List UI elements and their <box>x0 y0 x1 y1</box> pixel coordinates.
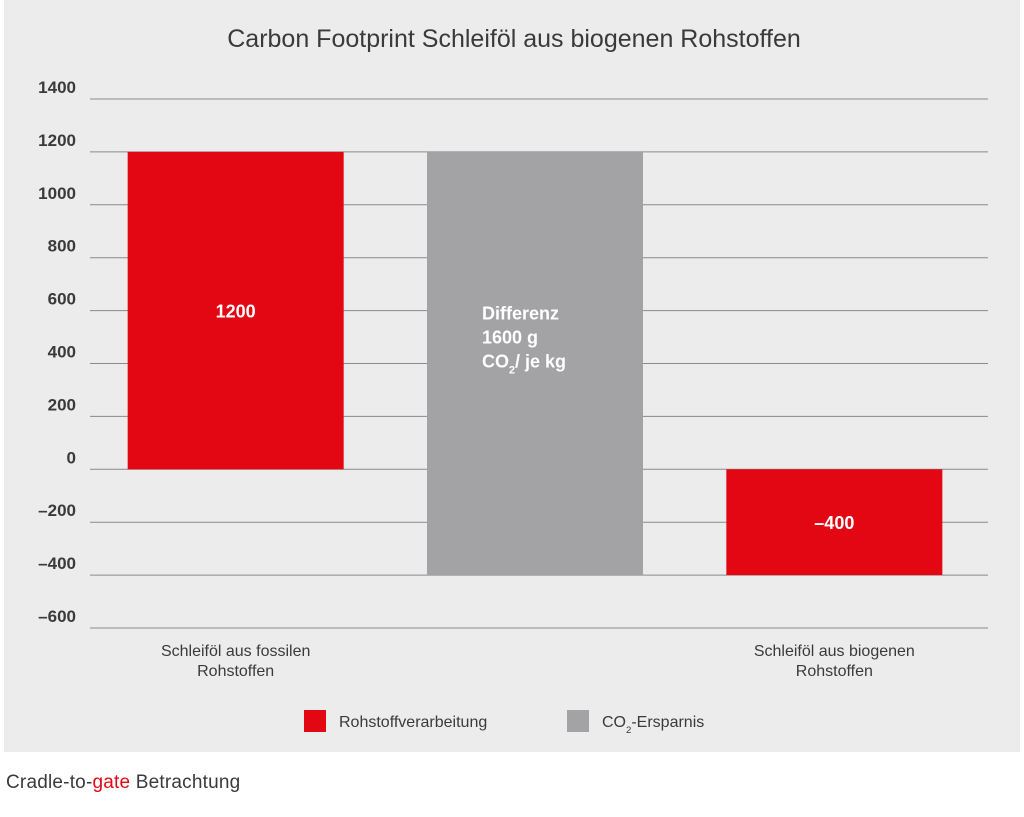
y-tick-label: 200 <box>48 395 76 414</box>
y-tick-label: 0 <box>67 448 76 467</box>
y-tick-label: –400 <box>38 554 76 573</box>
footer-prefix: Cradle-to- <box>6 772 93 793</box>
bar-value-label: Differenz <box>482 304 559 324</box>
y-tick-label: 800 <box>48 237 76 256</box>
footer-accent: gate <box>92 772 131 793</box>
bar-value-label: CO2/ je kg <box>482 352 566 377</box>
carbon-footprint-chart: Carbon Footprint Schleiföl aus biogenen … <box>38 25 988 736</box>
category-label: Rohstoffen <box>796 663 873 680</box>
footer-suffix: Betrachtung <box>130 772 241 793</box>
y-tick-label: 1200 <box>38 131 76 150</box>
category-label: Schleiföl aus fossilen <box>161 643 310 660</box>
bar-value-label: 1600 g <box>482 328 538 348</box>
bar-value-label: –400 <box>814 513 854 533</box>
processing-bar <box>127 151 344 470</box>
category-label: Schleiföl aus biogenen <box>754 643 915 660</box>
footer-note: Cradle-to-gate Betrachtung <box>6 772 240 794</box>
y-tick-label: 1400 <box>38 78 76 97</box>
chart-title: Carbon Footprint Schleiföl aus biogenen … <box>227 25 801 53</box>
legend-swatch <box>567 710 589 732</box>
legend-label: Rohstoffverarbeitung <box>339 714 487 731</box>
y-tick-label: 400 <box>48 343 76 362</box>
savings-bar <box>427 151 643 576</box>
bar-value-label: 1200 <box>216 302 256 322</box>
chart-panel: Carbon Footprint Schleiföl aus biogenen … <box>4 0 1020 752</box>
y-tick-label: 1000 <box>38 184 76 203</box>
category-label: Rohstoffen <box>197 663 274 680</box>
legend-swatch <box>304 710 326 732</box>
y-tick-label: –200 <box>38 501 76 520</box>
legend-label: CO2-Ersparnis <box>602 714 704 736</box>
y-tick-label: 600 <box>48 290 76 309</box>
y-tick-label: –600 <box>38 607 76 626</box>
processing-bar <box>726 469 943 576</box>
